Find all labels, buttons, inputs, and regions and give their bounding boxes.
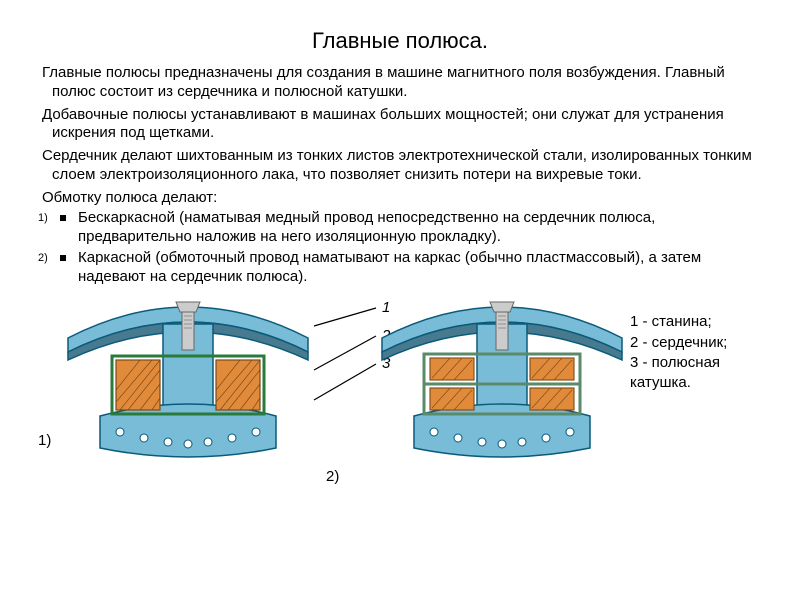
list-text: Каркасной (обмоточный провод наматывают …	[78, 249, 701, 285]
list-intro: Обмотку полюса делают:	[32, 189, 768, 208]
bullet-icon	[60, 215, 66, 221]
page-title: Главные полюса.	[32, 28, 768, 54]
legend-line-3: 3 - полюсная	[630, 353, 727, 373]
list-number: 2)	[38, 252, 48, 266]
legend-line-4: катушка.	[630, 373, 727, 393]
legend-line-2: 2 - сердечник;	[630, 333, 727, 353]
paragraph-2: Добавочные полюсы устанавливают в машина…	[32, 106, 768, 144]
winding-list: 1) Бескаркасной (наматывая медный провод…	[32, 209, 768, 286]
figure-1	[58, 292, 318, 467]
legend: 1 - станина; 2 - сердечник; 3 - полюсная…	[630, 312, 727, 393]
paragraph-1: Главные полюсы предназначены для создани…	[32, 64, 768, 102]
figure-2	[372, 292, 632, 467]
bullet-icon	[60, 255, 66, 261]
list-number: 1)	[38, 212, 48, 226]
legend-line-1: 1 - станина;	[630, 312, 727, 332]
figure-2-label: 2)	[326, 468, 339, 485]
figure-1-label: 1)	[38, 432, 51, 449]
list-item: 1) Бескаркасной (наматывая медный провод…	[32, 209, 768, 247]
figure-area: 1 2 3	[32, 292, 768, 492]
list-item: 2) Каркасной (обмоточный провод наматыва…	[32, 249, 768, 287]
paragraph-3: Сердечник делают шихтованным из тонких л…	[32, 147, 768, 185]
list-text: Бескаркасной (наматывая медный провод не…	[78, 209, 655, 245]
